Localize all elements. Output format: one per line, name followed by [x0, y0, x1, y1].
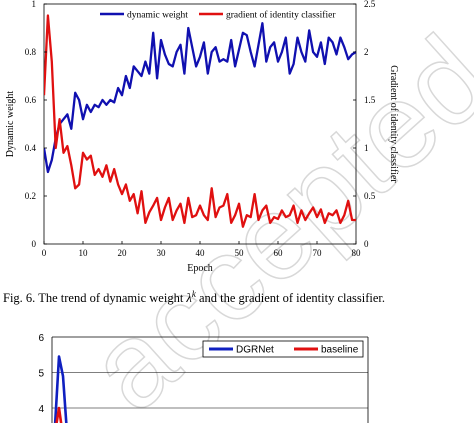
x-tick-label: 40 [196, 248, 206, 258]
legend-label-gradient: gradient of identity classifier [226, 10, 336, 21]
y-tick-label: 0.2 [25, 191, 36, 201]
y2-tick-label: 1 [364, 143, 369, 153]
chart-bottom: 6 5 4 DGRNet baseline [38, 333, 369, 423]
legend-label-baseline: baseline [321, 345, 359, 356]
y-tick-label: 1 [32, 0, 37, 9]
grid-bottom [52, 372, 368, 409]
x-tick-label: 60 [274, 248, 284, 258]
x-ticks-top: 0 10 20 30 40 50 60 70 80 [42, 241, 361, 258]
x-tick-label: 10 [79, 248, 89, 258]
y2-tick-label: 2 [364, 47, 369, 57]
series-line-gradient [44, 14, 356, 228]
caption-prefix: Fig. 6. The trend of dynamic weight [3, 291, 186, 305]
legend-box-bottom [202, 340, 364, 358]
y-tick-label-bottom: 6 [38, 333, 44, 344]
y2-tick-label: 1.5 [364, 95, 376, 105]
y-tick-label: 0.6 [25, 95, 37, 105]
series-lines-bottom [53, 355, 68, 423]
x-tick-label: 80 [352, 248, 362, 258]
x-tick-label: 70 [313, 248, 323, 258]
x-tick-label: 0 [42, 248, 47, 258]
series-line-dgrnet [53, 355, 68, 423]
y-tick-label: 0.8 [25, 47, 37, 57]
y-tick-label-bottom: 4 [38, 404, 44, 415]
series-lines-top [44, 14, 356, 228]
legend-label-dgrnet: DGRNet [236, 345, 274, 356]
legend-top: dynamic weight gradient of identity clas… [100, 10, 336, 21]
y-axis-label-right: Gradient of identity classifier [388, 65, 399, 183]
y-ticks-left: 0 0.2 0.4 0.6 0.8 1 [25, 0, 47, 249]
legend-label-dynamic-weight: dynamic weight [127, 11, 188, 21]
y2-tick-label: 0.5 [364, 191, 376, 201]
caption-symbol: λ [185, 291, 192, 305]
y-tick-label-bottom: 5 [38, 369, 44, 380]
chart-top: 0 10 20 30 40 50 60 70 80 0 0.2 0.4 0.6 0.8 1 0 0.5 1 1.… [5, 0, 399, 274]
y-tick-label: 0.4 [25, 143, 37, 153]
y-axis-label-left: Dynamic weight [5, 91, 16, 158]
legend-bottom: DGRNet baseline [202, 340, 364, 358]
x-tick-label: 50 [235, 248, 245, 258]
series-line-baseline [55, 406, 63, 423]
y-ticks-bottom: 6 5 4 [38, 333, 44, 415]
figure-caption: Fig. 6. The trend of dynamic weight λk a… [3, 289, 385, 305]
caption-suffix: and the gradient of identity classifier. [196, 291, 385, 305]
y2-tick-label: 2.5 [364, 0, 376, 9]
x-tick-label: 20 [118, 248, 128, 258]
x-tick-label: 30 [157, 248, 167, 258]
x-axis-label: Epoch [187, 263, 213, 274]
y-tick-label: 0 [32, 239, 37, 249]
y-ticks-right: 0 0.5 1 1.5 2 2.5 [353, 0, 376, 249]
caption-sup: k [192, 289, 197, 299]
series-line-dynamic-weight [44, 22, 356, 174]
y2-tick-label: 0 [364, 239, 369, 249]
